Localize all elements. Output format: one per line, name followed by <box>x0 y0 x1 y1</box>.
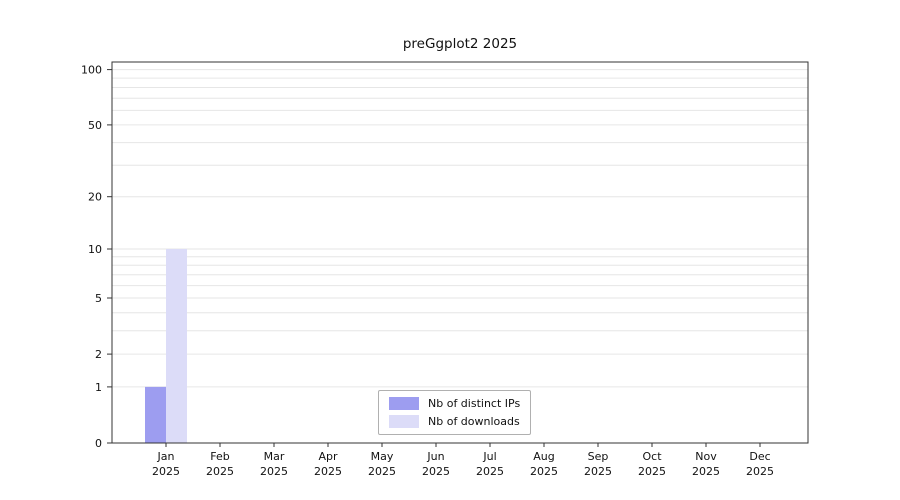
x-tick-label: Mar 2025 <box>260 450 288 478</box>
bar-distinct-ips-jan <box>145 386 166 443</box>
chart-title: preGgplot2 2025 <box>402 36 518 52</box>
y-tick-label: 5 <box>95 292 102 305</box>
y-tick-label: 20 <box>88 191 102 204</box>
plot-border <box>111 61 809 444</box>
y-tick-label: 100 <box>81 64 102 77</box>
legend-item-distinct-ips: Nb of distinct IPs <box>389 397 520 410</box>
legend: Nb of distinct IPs Nb of downloads <box>378 390 532 435</box>
x-tick-label: Jun 2025 <box>422 450 450 478</box>
x-tick-label: May 2025 <box>368 450 396 478</box>
x-tick-label: Dec 2025 <box>746 450 774 478</box>
y-tick-label: 0 <box>95 437 102 450</box>
x-tick-label: Jul 2025 <box>476 450 504 478</box>
x-tick-label: Sep 2025 <box>584 450 612 478</box>
legend-label-downloads: Nb of downloads <box>428 415 520 428</box>
legend-label-distinct-ips: Nb of distinct IPs <box>428 397 521 410</box>
y-tick-label: 2 <box>95 348 102 361</box>
y-tick-label: 10 <box>88 243 102 256</box>
legend-item-downloads: Nb of downloads <box>389 415 520 428</box>
x-tick-label: Nov 2025 <box>692 450 720 478</box>
x-tick-label: Oct 2025 <box>638 450 666 478</box>
x-tick-label: Apr 2025 <box>314 450 342 478</box>
legend-swatch-distinct-ips <box>389 397 419 410</box>
x-tick-label: Aug 2025 <box>530 450 558 478</box>
x-tick-label: Feb 2025 <box>206 450 234 478</box>
y-tick-label: 50 <box>88 119 102 132</box>
x-tick-label: Jan 2025 <box>152 450 180 478</box>
bar-downloads-jan <box>166 249 187 443</box>
legend-swatch-downloads <box>389 415 419 428</box>
y-tick-label: 1 <box>95 381 102 394</box>
